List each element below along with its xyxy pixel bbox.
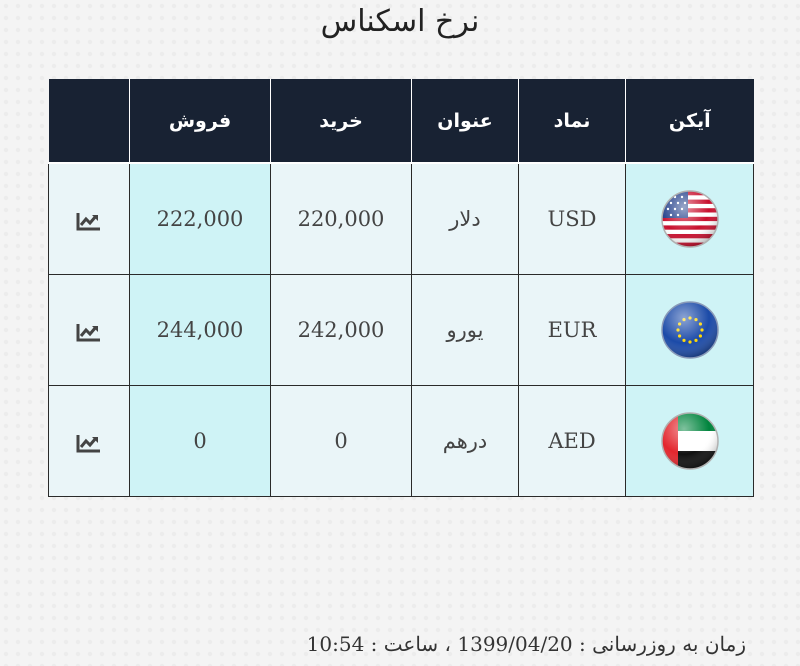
update-timestamp: زمان به روزرسانی : 1399/04/20 ، ساعت : 1…: [307, 632, 746, 656]
symbol-cell: AED: [518, 385, 626, 497]
symbol-cell: EUR: [518, 274, 626, 386]
buy-cell: 0: [270, 385, 412, 497]
symbol-cell: USD: [518, 162, 626, 275]
update-time: 10:54: [306, 632, 365, 656]
chart-cell[interactable]: [48, 274, 130, 386]
header-symbol: نماد: [518, 79, 626, 163]
update-date: 1399/04/20: [457, 632, 573, 656]
name-cell: دلار: [411, 162, 519, 275]
header-icon: آیکن: [625, 79, 754, 163]
chart-line-icon[interactable]: [76, 211, 102, 231]
name-cell: یورو: [411, 274, 519, 386]
chart-line-icon[interactable]: [76, 322, 102, 342]
table-header-row: آیکن نماد عنوان خرید فروش: [48, 79, 754, 163]
flag-cell: [625, 274, 754, 386]
update-time-label: ساعت :: [370, 632, 439, 656]
table-row: USD دلار 220,000 222,000: [48, 162, 754, 275]
update-separator: ،: [444, 632, 452, 656]
chart-cell[interactable]: [48, 162, 130, 275]
header-sell: فروش: [129, 79, 271, 163]
usa-flag-icon: [660, 190, 719, 248]
table-row: EUR یورو 242,000 244,000: [48, 274, 754, 386]
update-label: زمان به روزرسانی :: [579, 632, 746, 656]
sell-cell: 244,000: [129, 274, 271, 386]
header-buy: خرید: [270, 79, 412, 163]
eu-flag-icon: [660, 301, 719, 359]
uae-flag-icon: [660, 412, 719, 470]
header-action: [48, 79, 130, 163]
flag-cell: [625, 162, 754, 275]
buy-cell: 220,000: [270, 162, 412, 275]
sell-cell: 0: [129, 385, 271, 497]
table-row: AED درهم 0 0: [48, 385, 754, 497]
name-cell: درهم: [411, 385, 519, 497]
chart-cell[interactable]: [48, 385, 130, 497]
flag-cell: [625, 385, 754, 497]
page-title: نرخ اسکناس: [320, 4, 480, 39]
chart-line-icon[interactable]: [76, 433, 102, 453]
buy-cell: 242,000: [270, 274, 412, 386]
currency-rates-table: آیکن نماد عنوان خرید فروش: [48, 79, 754, 497]
sell-cell: 222,000: [129, 162, 271, 275]
header-name: عنوان: [411, 79, 519, 163]
